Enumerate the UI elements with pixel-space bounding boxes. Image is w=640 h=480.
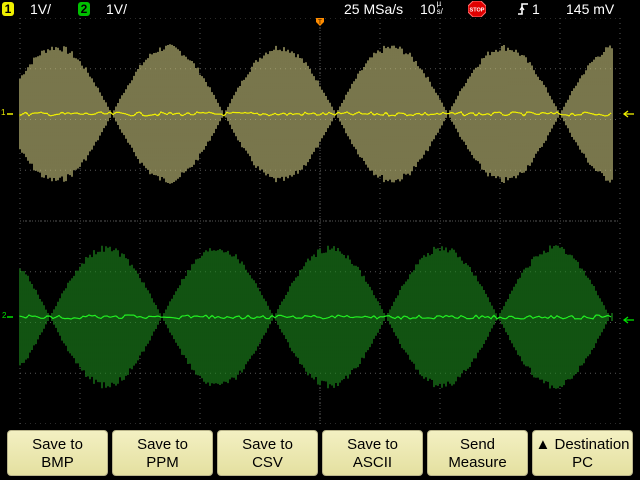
destination-button[interactable]: ▲ Destination PC [532,430,633,476]
ch2-badge[interactable]: 2 [78,2,90,16]
run-state: STOP [470,8,485,14]
softkey-bar: Save to BMP Save to PPM Save to CSV Save to… [0,424,640,480]
ch1-scale[interactable]: 1V/ [30,1,52,17]
send-measure-button[interactable]: Send Measure [427,430,528,476]
svg-text:2: 2 [2,311,7,320]
ch2-ground-marker[interactable]: 2 [2,311,13,320]
save-csv-button[interactable]: Save to CSV [217,430,318,476]
ch1-waveform [19,44,613,184]
timebase[interactable]: 10 µ s/ [420,0,443,18]
rising-edge-icon[interactable] [517,2,529,16]
ch1-trigger-level-arrow[interactable] [622,110,634,118]
waveform-display[interactable]: T 1 2 [0,18,640,424]
sample-rate: 25 MSa/s [344,1,404,17]
timebase-unit: µ s/ [436,0,443,16]
status-bar: 1 1V/ 2 1V/ 25 MSa/s 10 µ s/ STOP 1 145 mV [0,0,640,18]
save-bmp-button[interactable]: Save to BMP [7,430,108,476]
trigger-source[interactable]: 1 [532,1,540,17]
svg-text:1: 1 [1,108,6,117]
ch1-ground-marker[interactable]: 1 [1,108,13,117]
ch2-waveform [19,245,613,389]
ch1-badge[interactable]: 1 [2,2,14,16]
save-ppm-button[interactable]: Save to PPM [112,430,213,476]
stop-icon[interactable]: STOP [468,1,486,17]
timebase-value: 10 [420,1,436,17]
trigger-position-marker[interactable]: T [316,18,324,26]
save-ascii-button[interactable]: Save to ASCII [322,430,423,476]
ch2-scale[interactable]: 1V/ [106,1,128,17]
ch2-level-arrow[interactable] [622,316,634,324]
svg-text:T: T [318,20,322,26]
trigger-level[interactable]: 145 mV [566,1,615,17]
